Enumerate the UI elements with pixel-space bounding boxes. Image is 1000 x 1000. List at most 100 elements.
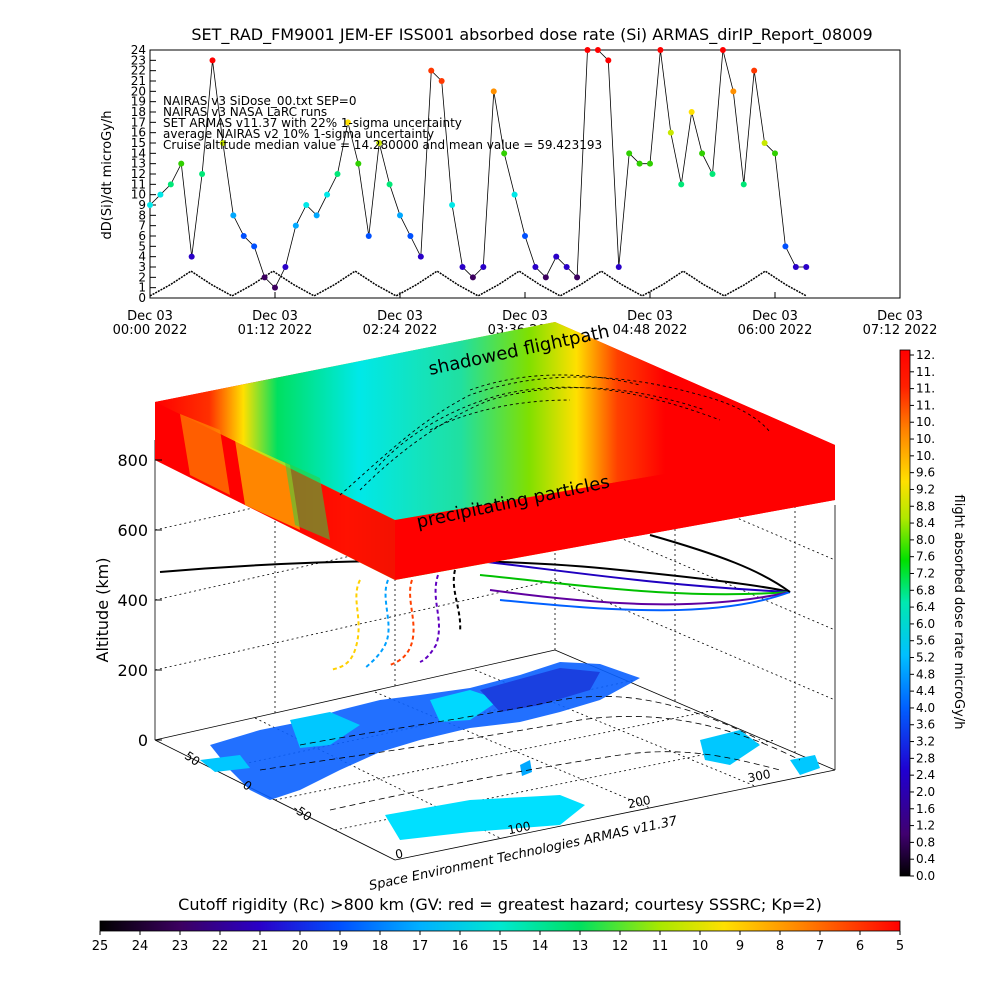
cutoff-tick-label: 20 [292,939,309,954]
series-point [709,171,716,177]
x-tick-label: 01:12 2022 [238,323,313,338]
x-tick-label: 04:48 2022 [613,323,688,338]
cutoff-tick-label: 21 [252,939,269,954]
longitude-ticks: 0 100 200 300 [394,767,772,862]
longitude-tick-label: 100 [507,819,532,837]
series-point [344,119,351,126]
series-point [688,109,695,115]
dose-rate-colorbar: 12. 11. 11. 11. 10. 10. 10. 9.6 9.2 8.8 8.4 8.0 7.6 7… [899,348,966,883]
colorbar-tick-label: 8.0 [916,533,935,547]
legend-item: NAIRAS v3 NASA LaRC runs [163,105,327,119]
colorbar-tick-label: 4.0 [916,701,935,715]
y-tick-label: 2 [138,270,146,284]
colorbar-tick-label: 6.8 [916,583,935,597]
colorbar-label: flight absorbed dose rate microGy/h [951,495,966,730]
colorbar-tick-label: 2.8 [916,751,935,765]
latitude-tick-label: 50 [182,749,203,769]
cutoff-tick-label: 11 [652,939,669,954]
colorbar-ticks: 12. 11. 11. 11. 10. 10. 10. 9.6 9.2 8.8 8.4 8.0 7.6 7… [910,348,935,883]
series-point [417,253,424,260]
series-point [542,274,549,281]
series-point [386,181,393,188]
series-point [230,212,237,219]
colorbar-tick-label: 5.2 [916,651,935,665]
dose-rate-sheet [155,322,835,580]
y-tick-label: 20 [131,84,146,98]
x-tick-label: Dec 03 [127,309,173,324]
cutoff-tick-label: 12 [612,939,629,954]
y-tick-label: 5 [138,239,146,253]
colorbar-gradient [899,349,911,877]
altitude-tick-label: 400 [117,591,148,610]
series-point [772,150,778,157]
series-point [657,47,664,53]
series-point [667,129,674,136]
y-tick-label: 6 [138,229,146,243]
y-tick-label: 17 [131,115,146,129]
colorbar-tick-label: 9.2 [916,482,935,496]
series-point [761,140,768,146]
series-point [438,78,445,84]
colorbar-tick-label: 0.0 [916,869,935,883]
colorbar-tick-label: 8.8 [916,499,935,513]
y-tick-label: 14 [131,146,146,160]
altitude-axis-label: Altitude (km) [93,558,112,663]
measured-series [147,47,810,291]
y-tick-label: 7 [138,219,146,233]
cutoff-tick-label: 24 [132,939,149,954]
colorbar-tick-label: 2.0 [916,785,935,799]
cutoff-tick-label: 14 [532,939,549,954]
cutoff-tick-label: 10 [692,939,709,954]
x-tick-label: Dec 03 [377,309,423,324]
series-point [199,171,206,177]
cutoff-tick-label: 13 [572,939,589,954]
longitude-tick-label: 200 [627,793,652,811]
y-tick-label: 3 [138,260,146,274]
longitude-tick-label: 300 [747,767,772,785]
series-point [188,253,195,260]
x-tick-label: Dec 03 [502,309,548,324]
altitude-tick-label: 0 [138,731,148,750]
series-point [261,274,268,281]
series-point [699,150,706,157]
x-tick-label: 00:00 2022 [113,323,188,338]
colorbar-tick-label: 8.4 [916,516,935,530]
series-point [469,274,476,281]
sheet-contours [339,374,771,496]
colorbar-tick-label: 7.6 [916,550,935,564]
series-point [501,150,508,157]
series-point [324,191,331,198]
series-point [751,67,758,74]
altitude-tick-label: 200 [117,661,148,680]
x-tick-label: Dec 03 [627,309,673,324]
series-point [553,253,560,260]
y-tick-label: 13 [131,157,146,171]
y-tick-label: 19 [131,95,146,109]
x-tick-label: Dec 03 [877,309,923,324]
colorbar-tick-label: 11. [916,382,935,396]
cutoff-rigidity-bar: Cutoff rigidity (Rc) >800 km (GV: red = … [92,895,904,954]
series-point [740,181,747,188]
y-tick-label: 0 [138,291,146,305]
top-plot-frame [149,49,901,299]
series-point [522,233,528,239]
colorbar-tick-label: 11. [916,398,935,412]
y-tick-label: 21 [131,74,146,88]
longitude-tick-label: 0 [394,846,404,861]
colorbar-tick-label: 11. [916,365,935,379]
y-tick-label: 11 [131,177,146,191]
cutoff-tick-label: 15 [492,939,509,954]
series-point [376,140,383,146]
series-point [574,274,581,281]
cutoff-tick-label: 5 [896,939,904,954]
series-point [334,171,341,177]
cutoff-ticks: 25 24 23 22 21 20 19 18 17 16 15 14 13 12 11 10 9 8 7 6 5 [92,931,904,954]
series-point [313,212,320,219]
legend-item: average NAIRAS v2 10% 1-sigma uncertaint… [163,127,434,141]
cutoff-title: Cutoff rigidity (Rc) >800 km (GV: red = … [178,895,822,914]
altitude-tick-label: 600 [117,521,148,540]
series-point [157,191,164,198]
series-point [167,181,174,188]
model-curve [149,270,807,297]
